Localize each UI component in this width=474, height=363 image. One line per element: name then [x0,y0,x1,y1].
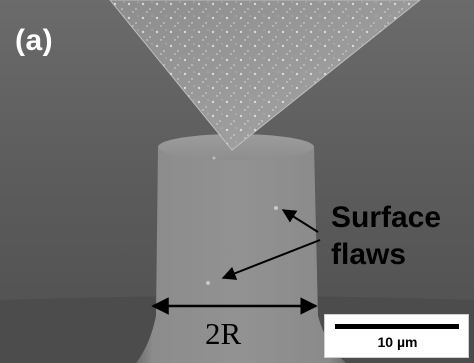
scale-bar-line [335,324,459,329]
panel-label: (a) [15,24,54,57]
surface-flaws-line2: flaws [331,238,407,271]
flaw-arrow [281,209,319,233]
surface-flaw [274,206,278,210]
scale-bar-label: 10 µm [377,334,418,350]
flaw-arrow [221,239,321,280]
surface-flaw [206,281,210,285]
surface-flaw [212,156,216,160]
diameter-label: 2R [205,316,242,351]
surface-flaws-label: Surface flaws [331,199,441,273]
scale-bar: 10 µm [324,314,469,358]
indenter-debris [110,0,420,150]
surface-flaws-line1: Surface [331,201,442,234]
